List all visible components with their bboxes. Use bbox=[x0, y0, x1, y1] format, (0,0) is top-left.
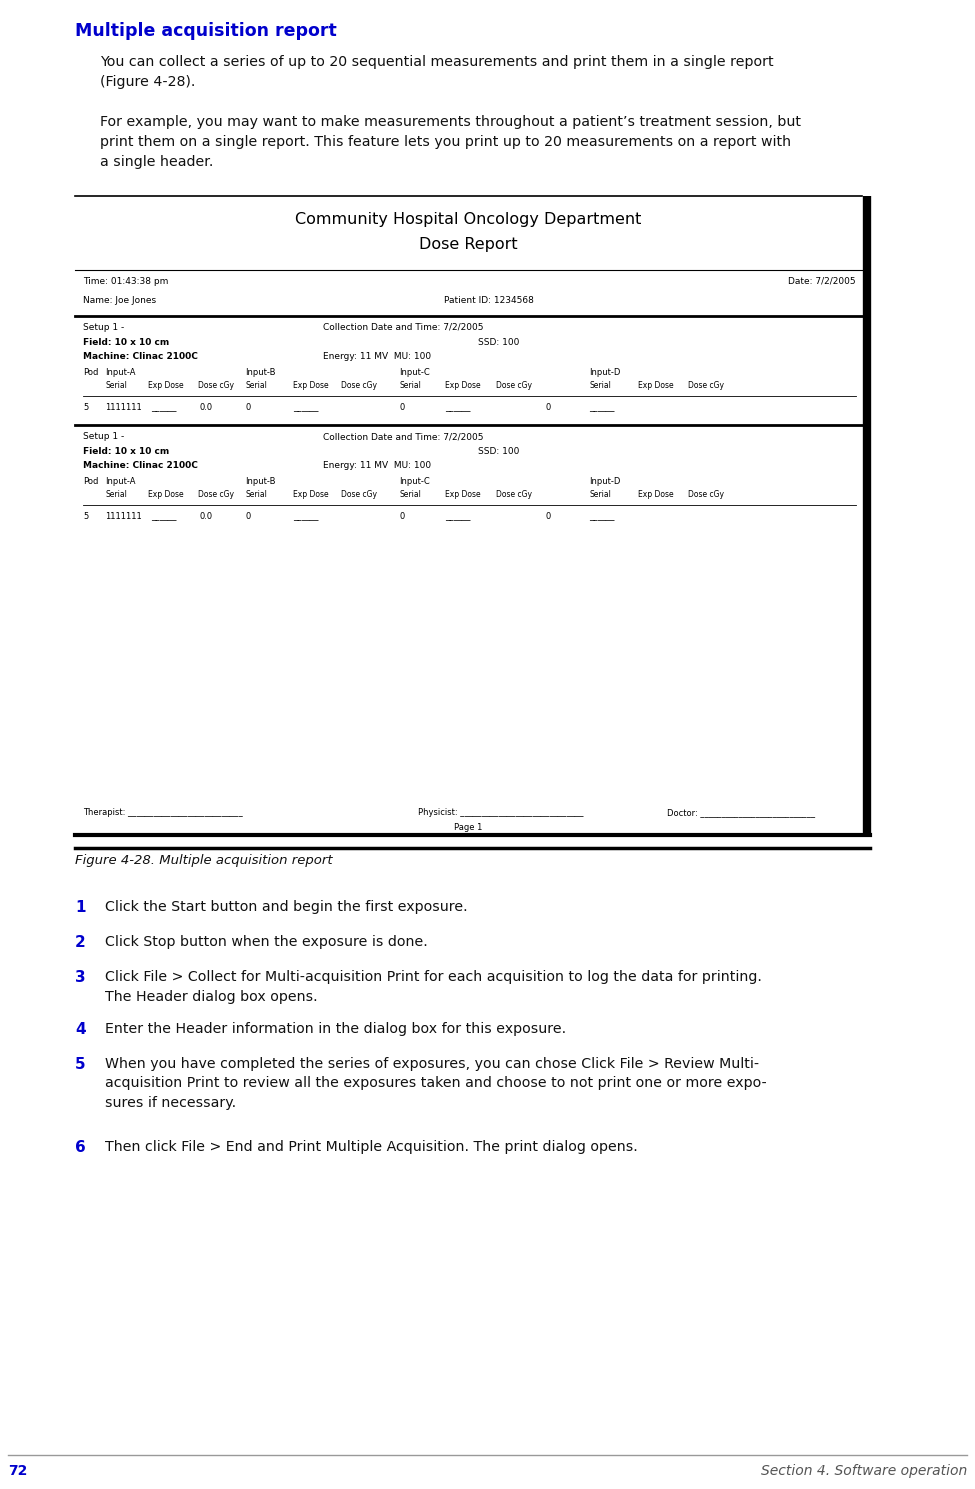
Text: SSD: 100: SSD: 100 bbox=[478, 447, 520, 456]
Text: Click the Start button and begin the first exposure.: Click the Start button and begin the fir… bbox=[105, 899, 468, 914]
Text: Section 4. Software operation: Section 4. Software operation bbox=[760, 1464, 967, 1479]
Text: Serial: Serial bbox=[245, 490, 267, 499]
Text: 0: 0 bbox=[399, 404, 405, 412]
Text: 0: 0 bbox=[245, 512, 251, 521]
Text: Dose Report: Dose Report bbox=[419, 237, 518, 252]
Text: 0.0: 0.0 bbox=[200, 512, 214, 521]
Text: Input-A: Input-A bbox=[105, 476, 136, 485]
Text: 5: 5 bbox=[75, 1057, 86, 1072]
Text: 5: 5 bbox=[83, 512, 89, 521]
Text: Setup 1 -: Setup 1 - bbox=[83, 432, 124, 441]
Text: Click File > Collect for Multi-acquisition Print for each acquisition to log the: Click File > Collect for Multi-acquisiti… bbox=[105, 969, 761, 1004]
Text: Name: Joe Jones: Name: Joe Jones bbox=[83, 296, 156, 305]
Text: Therapist: ___________________________: Therapist: ___________________________ bbox=[83, 809, 243, 817]
Text: ______: ______ bbox=[151, 404, 176, 412]
Text: SSD: 100: SSD: 100 bbox=[478, 338, 520, 347]
Text: 1111111: 1111111 bbox=[105, 404, 141, 412]
Text: You can collect a series of up to 20 sequential measurements and print them in a: You can collect a series of up to 20 seq… bbox=[100, 55, 773, 89]
Text: Field: 10 x 10 cm: Field: 10 x 10 cm bbox=[83, 447, 170, 456]
Text: For example, you may want to make measurements throughout a patient’s treatment : For example, you may want to make measur… bbox=[100, 115, 801, 170]
Text: Input-D: Input-D bbox=[589, 476, 620, 485]
Text: 1: 1 bbox=[75, 899, 86, 916]
Text: 72: 72 bbox=[8, 1464, 27, 1479]
Text: Dose cGy: Dose cGy bbox=[496, 381, 532, 390]
Text: Exp Dose: Exp Dose bbox=[445, 490, 481, 499]
Text: ______: ______ bbox=[445, 512, 471, 521]
Text: 0: 0 bbox=[245, 404, 251, 412]
Text: Patient ID: 1234568: Patient ID: 1234568 bbox=[444, 296, 533, 305]
Text: 1111111: 1111111 bbox=[105, 512, 141, 521]
Text: Input-A: Input-A bbox=[105, 368, 136, 377]
Text: Input-C: Input-C bbox=[399, 368, 430, 377]
Text: Exp Dose: Exp Dose bbox=[293, 381, 329, 390]
Text: Physicist: _____________________________: Physicist: _____________________________ bbox=[418, 809, 584, 817]
Text: Energy: 11 MV  MU: 100: Energy: 11 MV MU: 100 bbox=[323, 462, 431, 471]
Text: Exp Dose: Exp Dose bbox=[148, 490, 183, 499]
Text: Collection Date and Time: 7/2/2005: Collection Date and Time: 7/2/2005 bbox=[323, 432, 484, 441]
Text: Field: 10 x 10 cm: Field: 10 x 10 cm bbox=[83, 338, 170, 347]
Text: ______: ______ bbox=[445, 404, 471, 412]
Text: Dose cGy: Dose cGy bbox=[341, 381, 377, 390]
Text: Then click File > End and Print Multiple Acquisition. The print dialog opens.: Then click File > End and Print Multiple… bbox=[105, 1141, 638, 1154]
Text: 0: 0 bbox=[545, 404, 550, 412]
Text: 4: 4 bbox=[75, 1021, 86, 1036]
Text: Figure 4-28. Multiple acquisition report: Figure 4-28. Multiple acquisition report bbox=[75, 855, 332, 867]
Text: Dose cGy: Dose cGy bbox=[688, 490, 724, 499]
Text: Exp Dose: Exp Dose bbox=[293, 490, 329, 499]
Text: Click Stop button when the exposure is done.: Click Stop button when the exposure is d… bbox=[105, 935, 428, 948]
Text: Input-D: Input-D bbox=[589, 368, 620, 377]
Text: Serial: Serial bbox=[589, 490, 611, 499]
Text: Input-B: Input-B bbox=[245, 368, 276, 377]
Text: ______: ______ bbox=[293, 404, 319, 412]
Text: Serial: Serial bbox=[105, 381, 127, 390]
Text: Collection Date and Time: 7/2/2005: Collection Date and Time: 7/2/2005 bbox=[323, 323, 484, 332]
Text: Date: 7/2/2005: Date: 7/2/2005 bbox=[789, 277, 856, 286]
Text: ______: ______ bbox=[589, 512, 614, 521]
Text: Serial: Serial bbox=[399, 490, 421, 499]
Text: Dose cGy: Dose cGy bbox=[198, 490, 234, 499]
Text: Machine: Clinac 2100C: Machine: Clinac 2100C bbox=[83, 462, 198, 471]
Text: Serial: Serial bbox=[245, 381, 267, 390]
Text: Page 1: Page 1 bbox=[454, 823, 483, 832]
Text: Exp Dose: Exp Dose bbox=[638, 490, 674, 499]
Text: Time: 01:43:38 pm: Time: 01:43:38 pm bbox=[83, 277, 169, 286]
Text: Input-B: Input-B bbox=[245, 476, 276, 485]
Text: 2: 2 bbox=[75, 935, 86, 950]
Text: Multiple acquisition report: Multiple acquisition report bbox=[75, 22, 336, 40]
Text: When you have completed the series of exposures, you can chose Click File > Revi: When you have completed the series of ex… bbox=[105, 1057, 766, 1109]
Text: Dose cGy: Dose cGy bbox=[688, 381, 724, 390]
Text: Serial: Serial bbox=[105, 490, 127, 499]
Text: Serial: Serial bbox=[399, 381, 421, 390]
Text: 3: 3 bbox=[75, 969, 86, 986]
Text: Dose cGy: Dose cGy bbox=[198, 381, 234, 390]
Text: Pod: Pod bbox=[83, 368, 98, 377]
Text: Community Hospital Oncology Department: Community Hospital Oncology Department bbox=[295, 211, 642, 226]
Text: Setup 1 -: Setup 1 - bbox=[83, 323, 124, 332]
Text: ______: ______ bbox=[151, 512, 176, 521]
Text: Exp Dose: Exp Dose bbox=[445, 381, 481, 390]
Text: 0: 0 bbox=[545, 512, 550, 521]
Text: Dose cGy: Dose cGy bbox=[496, 490, 532, 499]
Text: 6: 6 bbox=[75, 1141, 86, 1155]
Text: Exp Dose: Exp Dose bbox=[148, 381, 183, 390]
Text: Input-C: Input-C bbox=[399, 476, 430, 485]
Text: 0.0: 0.0 bbox=[200, 404, 214, 412]
Text: Dose cGy: Dose cGy bbox=[341, 490, 377, 499]
Text: Enter the Header information in the dialog box for this exposure.: Enter the Header information in the dial… bbox=[105, 1021, 566, 1036]
Text: Serial: Serial bbox=[589, 381, 611, 390]
Text: 5: 5 bbox=[83, 404, 89, 412]
Text: Exp Dose: Exp Dose bbox=[638, 381, 674, 390]
Text: 0: 0 bbox=[399, 512, 405, 521]
Text: Machine: Clinac 2100C: Machine: Clinac 2100C bbox=[83, 351, 198, 360]
Text: Energy: 11 MV  MU: 100: Energy: 11 MV MU: 100 bbox=[323, 351, 431, 360]
Text: Pod: Pod bbox=[83, 476, 98, 485]
Text: ______: ______ bbox=[589, 404, 614, 412]
Text: ______: ______ bbox=[293, 512, 319, 521]
Text: Doctor: ___________________________: Doctor: ___________________________ bbox=[667, 809, 815, 817]
